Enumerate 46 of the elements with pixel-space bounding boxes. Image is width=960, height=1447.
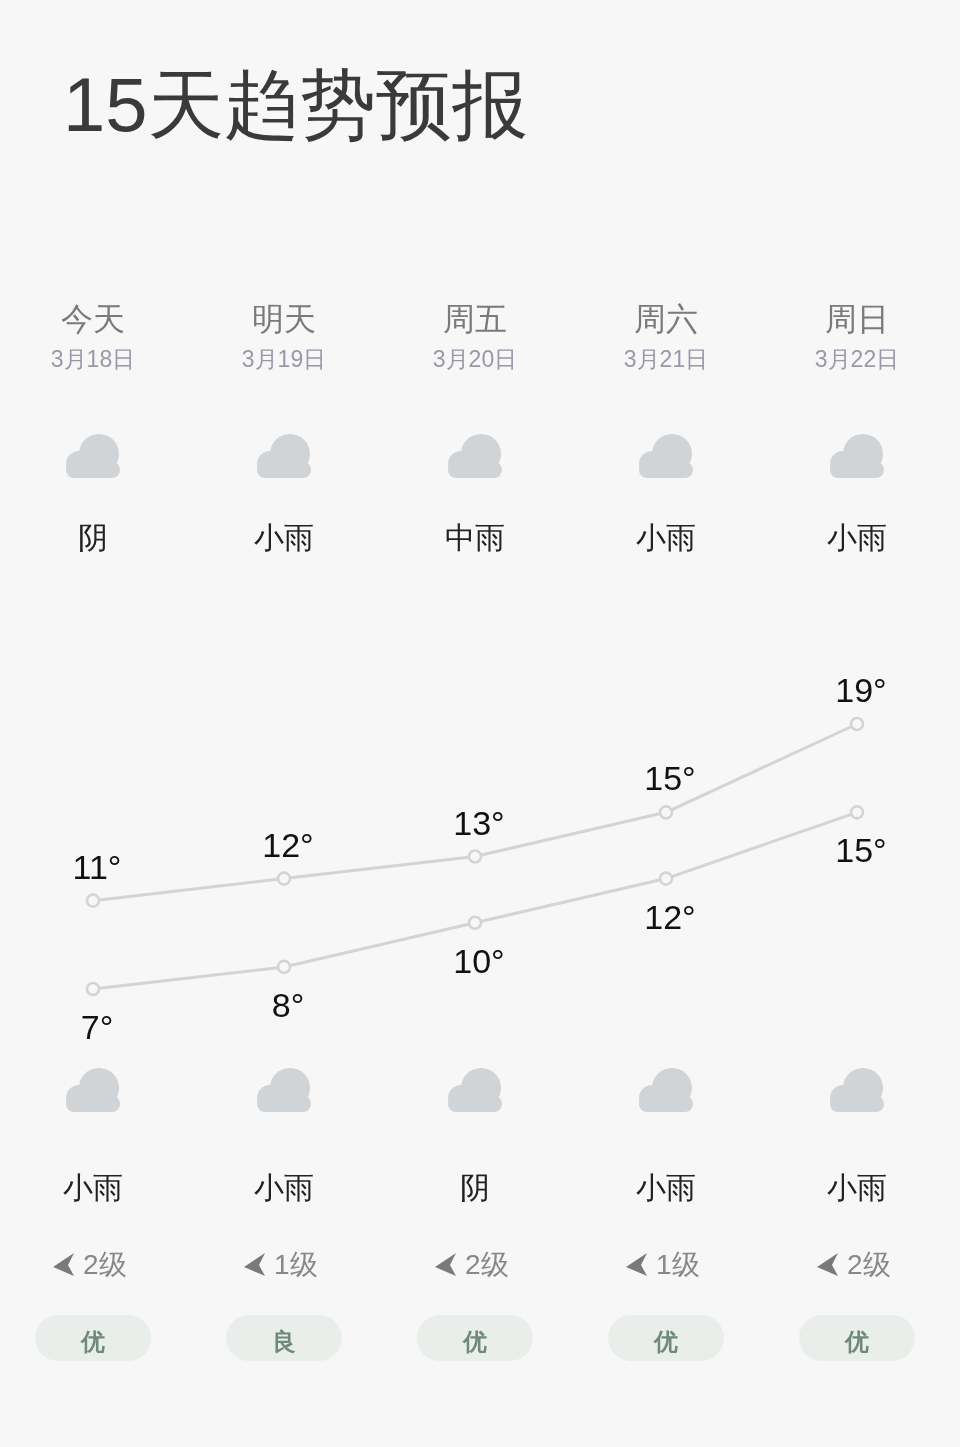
point <box>849 805 865 820</box>
text: 优 <box>80 1328 105 1355</box>
x-tick-label: 今天 3月18日 <box>50 301 136 372</box>
text: 良 <box>272 1328 296 1355</box>
data-label: 8° <box>271 985 305 1024</box>
text: 优 <box>844 1328 869 1355</box>
point <box>658 871 674 886</box>
x-tick-label: 周日 3月22日 <box>814 301 900 372</box>
point <box>849 716 865 732</box>
data-label: 15° <box>835 831 887 870</box>
point <box>85 981 101 997</box>
point <box>276 871 292 886</box>
chart-title: 15天趋势预报 <box>63 62 528 147</box>
text: 中雨 <box>445 521 505 554</box>
point <box>85 893 101 908</box>
text: 小雨 <box>636 521 696 554</box>
text: 2级 <box>83 1249 127 1280</box>
text: 优 <box>653 1328 678 1355</box>
text: 小雨 <box>827 521 887 554</box>
x-tick-label: 周六 3月21日 <box>623 301 709 372</box>
data-label: 12° <box>644 897 696 936</box>
data-label: 7° <box>80 1008 114 1046</box>
x-tick-label: 周五 3月20日 <box>432 301 518 372</box>
text: 小雨 <box>63 1171 123 1204</box>
point <box>467 915 483 931</box>
point <box>658 805 674 820</box>
text: 2级 <box>465 1249 509 1280</box>
text: 优 <box>462 1328 487 1355</box>
data-label: 13° <box>453 803 505 842</box>
text: 1级 <box>656 1249 700 1280</box>
text: 小雨 <box>254 521 314 554</box>
text: 小雨 <box>254 1171 314 1204</box>
text: 2级 <box>847 1249 891 1280</box>
point <box>467 849 483 864</box>
data-label: 12° <box>262 825 314 864</box>
data-label: 10° <box>453 941 505 980</box>
x-tick-label: 明天 3月19日 <box>241 301 327 372</box>
data-label: 11° <box>72 847 122 886</box>
text: 1级 <box>274 1249 318 1280</box>
text: 小雨 <box>636 1171 696 1204</box>
text: 小雨 <box>827 1171 887 1204</box>
data-label: 19° <box>835 671 887 709</box>
text: 阴 <box>78 521 108 554</box>
text: 阴 <box>460 1171 490 1204</box>
data-label: 15° <box>644 759 696 798</box>
point <box>276 959 292 975</box>
